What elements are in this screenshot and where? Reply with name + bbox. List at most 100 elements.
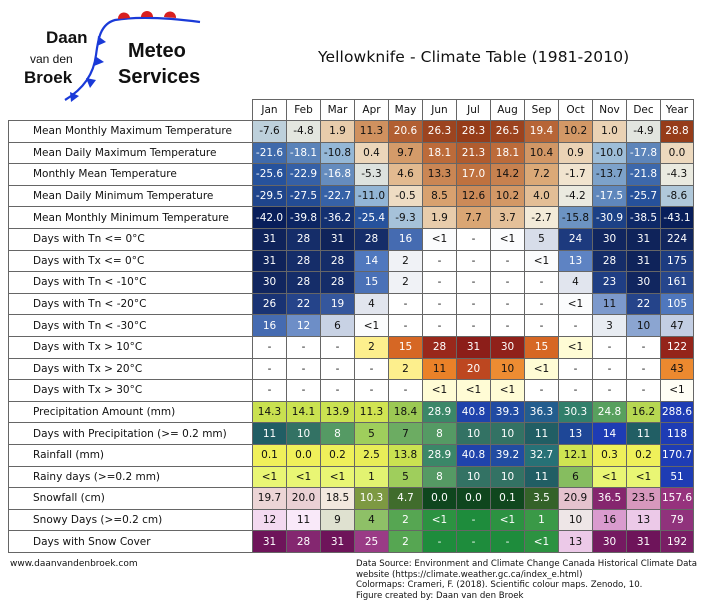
table-cell: 20 (456, 357, 491, 381)
table-cell: <1 (524, 249, 559, 273)
table-cell: - (456, 271, 491, 294)
row-label: Days with Tx <= 0°C (8, 249, 253, 273)
table-cell: 10 (286, 422, 321, 445)
table-cell: 0.0 (422, 487, 457, 510)
column-header: Mar (320, 99, 355, 121)
table-cell: 26.3 (422, 120, 457, 143)
table-cell: 1.9 (422, 206, 457, 229)
table-cell: 18.5 (320, 487, 355, 510)
table-cell: <1 (456, 379, 491, 402)
table-cell: 10 (490, 357, 525, 381)
table-cell: -4.2 (558, 184, 593, 208)
table-cell: 11 (592, 292, 627, 316)
column-header: May (388, 99, 423, 121)
table-cell: 32.7 (524, 443, 559, 467)
table-cell: 4 (558, 271, 593, 294)
table-cell: - (490, 292, 525, 316)
table-cell: 39.2 (490, 443, 525, 467)
table-cell: - (592, 357, 627, 381)
table-cell: 5 (354, 422, 389, 445)
table-cell: <1 (524, 530, 559, 553)
table-cell: 31 (252, 249, 287, 273)
table-row: Mean Monthly Maximum Temperature -7.6 -4.8… (8, 120, 694, 143)
logo-brand-line2: Services (118, 66, 201, 88)
table-cell: - (252, 379, 287, 402)
table-cell: 10.2 (490, 184, 525, 208)
table-cell: <1 (354, 314, 389, 337)
table-cell: 2 (354, 335, 389, 359)
table-cell: 40.8 (456, 443, 491, 467)
table-cell: 2 (388, 530, 423, 553)
table-cell: <1 (626, 465, 661, 489)
table-cell: -11.0 (354, 184, 389, 208)
table-cell: -38.5 (626, 206, 661, 229)
table-cell: 13.9 (320, 400, 355, 424)
table-cell: -25.7 (626, 184, 661, 208)
table-cell: -25.4 (354, 206, 389, 229)
table-cell: - (524, 314, 559, 337)
table-row: Days with Tx <= 0°C 31 28 28 14 2- - - <1 13 28 31 1… (8, 249, 694, 273)
table-cell: 11 (286, 508, 321, 532)
table-cell: 30 (252, 271, 287, 294)
table-cell: - (524, 292, 559, 316)
table-cell: -16.8 (320, 163, 355, 186)
table-cell: 28.9 (422, 400, 457, 424)
table-row: Days with Tx > 20°C - - - -2 11 20 10 <1- - -43 (8, 357, 694, 381)
table-cell: 1 (524, 508, 559, 532)
table-cell: - (490, 249, 525, 273)
table-cell: - (422, 530, 457, 553)
table-cell: 6 (320, 314, 355, 337)
table-cell: 26 (252, 292, 287, 316)
header-corner (9, 100, 253, 121)
table-cell: 20.0 (286, 487, 321, 510)
table-row: Days with Tn <= 0°C 31 28 31 28 16 <1- <1 5 24 30 3… (8, 227, 694, 251)
row-label: Days with Tx > 20°C (8, 357, 253, 381)
table-cell: 8.5 (422, 184, 457, 208)
table-cell: 5 (388, 465, 423, 489)
table-cell: <1 (490, 379, 525, 402)
header-row: Jan Feb Mar Apr May Jun Jul Aug Sep Oct Nov Dec Year (9, 99, 694, 121)
table-cell: 24.8 (592, 400, 627, 424)
website-link[interactable]: www.daanvandenbroek.com (10, 559, 138, 569)
table-cell: - (456, 508, 491, 532)
table-cell: -36.2 (320, 206, 355, 229)
table-row: Days with Tn < -30°C 16 12 6 <1- - - - - -3 10 47 (8, 314, 694, 337)
table-cell: - (252, 357, 287, 381)
table-cell: 31 (626, 227, 661, 251)
row-label: Snowy Days (>=0.2 cm) (8, 508, 253, 532)
table-row: Mean Daily Minimum Temperature -29.5 -27.5… (8, 184, 694, 208)
table-row: Days with Precipitation (>= 0.2 mm) 11 10 8… (8, 422, 694, 445)
table-cell: <1 (320, 465, 355, 489)
table-row: Rainy days (>=0.2 mm) <1 <1 <1 1 5 8 10 10 11 6 <1 <… (8, 465, 694, 489)
row-label: Days with Precipitation (>= 0.2 mm) (8, 422, 253, 445)
table-cell: 31 (252, 530, 287, 553)
table-cell: <1 (592, 465, 627, 489)
column-header: Year (660, 99, 694, 121)
table-cell: 7.7 (456, 206, 491, 229)
table-cell: -17.8 (626, 141, 661, 165)
table-cell: 13 (626, 508, 661, 532)
table-cell: -21.8 (626, 163, 661, 186)
table-cell: 30 (490, 335, 525, 359)
table-cell: -15.8 (558, 206, 593, 229)
table-row: Days with Tx > 10°C - - -2 15 28 31 30 15 <1- -122 (8, 335, 694, 359)
table-cell: 161 (660, 271, 694, 294)
table-cell: -10.0 (592, 141, 627, 165)
row-label: Snowfall (cm) (8, 487, 253, 510)
table-cell: 12 (286, 314, 321, 337)
table-cell: 157.6 (660, 487, 694, 510)
table-cell: 10 (456, 422, 491, 445)
table-cell: 8 (422, 422, 457, 445)
table-cell: 4 (354, 508, 389, 532)
table-cell: 31 (626, 249, 661, 273)
table-cell: 0.9 (558, 141, 593, 165)
table-cell: -9.3 (388, 206, 423, 229)
table-cell: <1 (422, 379, 457, 402)
table-cell: 0.0 (660, 141, 694, 165)
table-cell: 14 (592, 422, 627, 445)
table-cell: 20.6 (388, 120, 423, 143)
table-cell: -4.3 (660, 163, 694, 186)
table-cell: - (626, 357, 661, 381)
table-cell: - (524, 379, 559, 402)
table-cell: 118 (660, 422, 694, 445)
